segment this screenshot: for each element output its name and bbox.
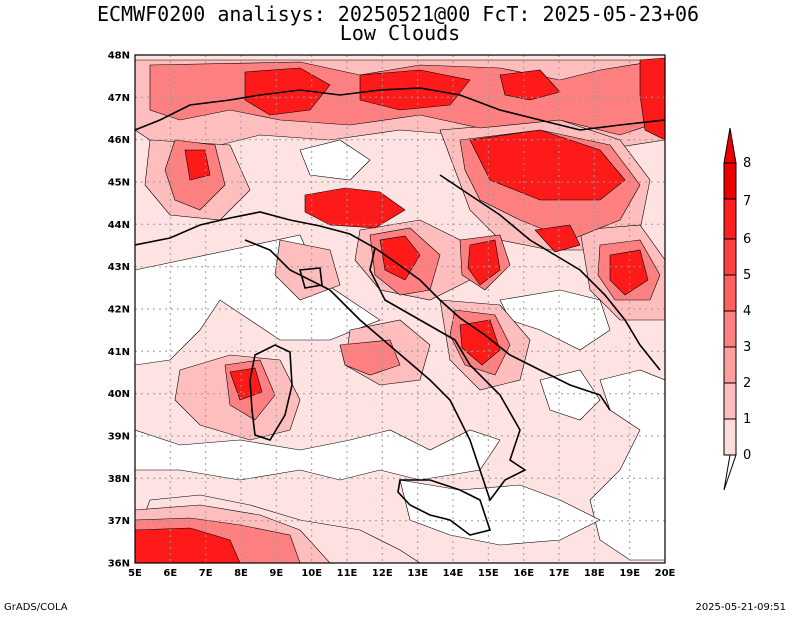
colorbar-box bbox=[723, 310, 737, 348]
colorbar: 0 1 2 3 4 5 6 7 8 bbox=[723, 127, 751, 491]
colorbar-label: 8 bbox=[743, 156, 751, 171]
lat-tick: 40N bbox=[108, 389, 130, 400]
coastlines bbox=[135, 87, 665, 536]
lon-tick: 15E bbox=[478, 568, 499, 579]
lat-tick: 48N bbox=[108, 51, 130, 62]
map-subtitle: Low Clouds bbox=[339, 21, 461, 45]
colorbar-label: 7 bbox=[743, 194, 751, 209]
colorbar-label: 5 bbox=[743, 268, 751, 283]
lon-tick: 14E bbox=[443, 568, 464, 579]
colorbar-box bbox=[723, 162, 737, 200]
lon-tick: 9E bbox=[269, 568, 283, 579]
lat-tick: 47N bbox=[108, 93, 130, 104]
plot-frame bbox=[134, 54, 666, 564]
lat-tick: 37N bbox=[108, 516, 130, 527]
lon-tick: 17E bbox=[549, 568, 570, 579]
lon-tick: 16E bbox=[513, 568, 534, 579]
lon-tick: 10E bbox=[301, 568, 322, 579]
colorbar-label: 4 bbox=[743, 304, 751, 319]
cloud-fill-layer bbox=[135, 57, 665, 563]
lat-tick: 46N bbox=[108, 135, 130, 146]
colorbar-label: 2 bbox=[743, 376, 751, 391]
colorbar-box bbox=[723, 382, 737, 420]
lon-tick: 8E bbox=[234, 568, 248, 579]
colorbar-label: 3 bbox=[743, 340, 751, 355]
lat-tick: 39N bbox=[108, 432, 130, 443]
lat-tick: 43N bbox=[108, 262, 130, 273]
graticule bbox=[135, 55, 665, 563]
colorbar-box bbox=[723, 238, 737, 276]
lon-tick: 19E bbox=[619, 568, 640, 579]
lon-tick: 11E bbox=[337, 568, 358, 579]
lon-tick: 20E bbox=[655, 568, 676, 579]
colorbar-label: 0 bbox=[743, 448, 751, 463]
lon-tick: 6E bbox=[163, 568, 177, 579]
lat-tick: 41N bbox=[108, 347, 130, 358]
colorbar-label: 6 bbox=[743, 232, 751, 247]
footer-timestamp: 2025-05-21-09:51 bbox=[695, 602, 786, 613]
lat-tick: 45N bbox=[108, 178, 130, 189]
lon-tick: 5E bbox=[128, 568, 142, 579]
colorbar-box bbox=[723, 418, 737, 456]
map-title: ECMWF0200 analisys: 20250521@00 FcT: 202… bbox=[96, 2, 700, 26]
lon-tick: 13E bbox=[407, 568, 428, 579]
lon-tick: 18E bbox=[584, 568, 605, 579]
lat-tick: 38N bbox=[108, 474, 130, 485]
colorbar-box bbox=[723, 198, 737, 240]
colorbar-low-arrow bbox=[723, 454, 737, 491]
lat-tick: 44N bbox=[108, 220, 130, 231]
colorbar-label: 1 bbox=[743, 412, 751, 427]
lon-tick: 12E bbox=[372, 568, 393, 579]
lat-tick: 36N bbox=[108, 559, 130, 570]
lat-tick: 42N bbox=[108, 305, 130, 316]
colorbar-box bbox=[723, 274, 737, 312]
colorbar-box bbox=[723, 346, 737, 384]
footer-credit: GrADS/COLA bbox=[4, 602, 68, 613]
lon-tick: 7E bbox=[199, 568, 213, 579]
colorbar-high-arrow bbox=[723, 127, 737, 164]
